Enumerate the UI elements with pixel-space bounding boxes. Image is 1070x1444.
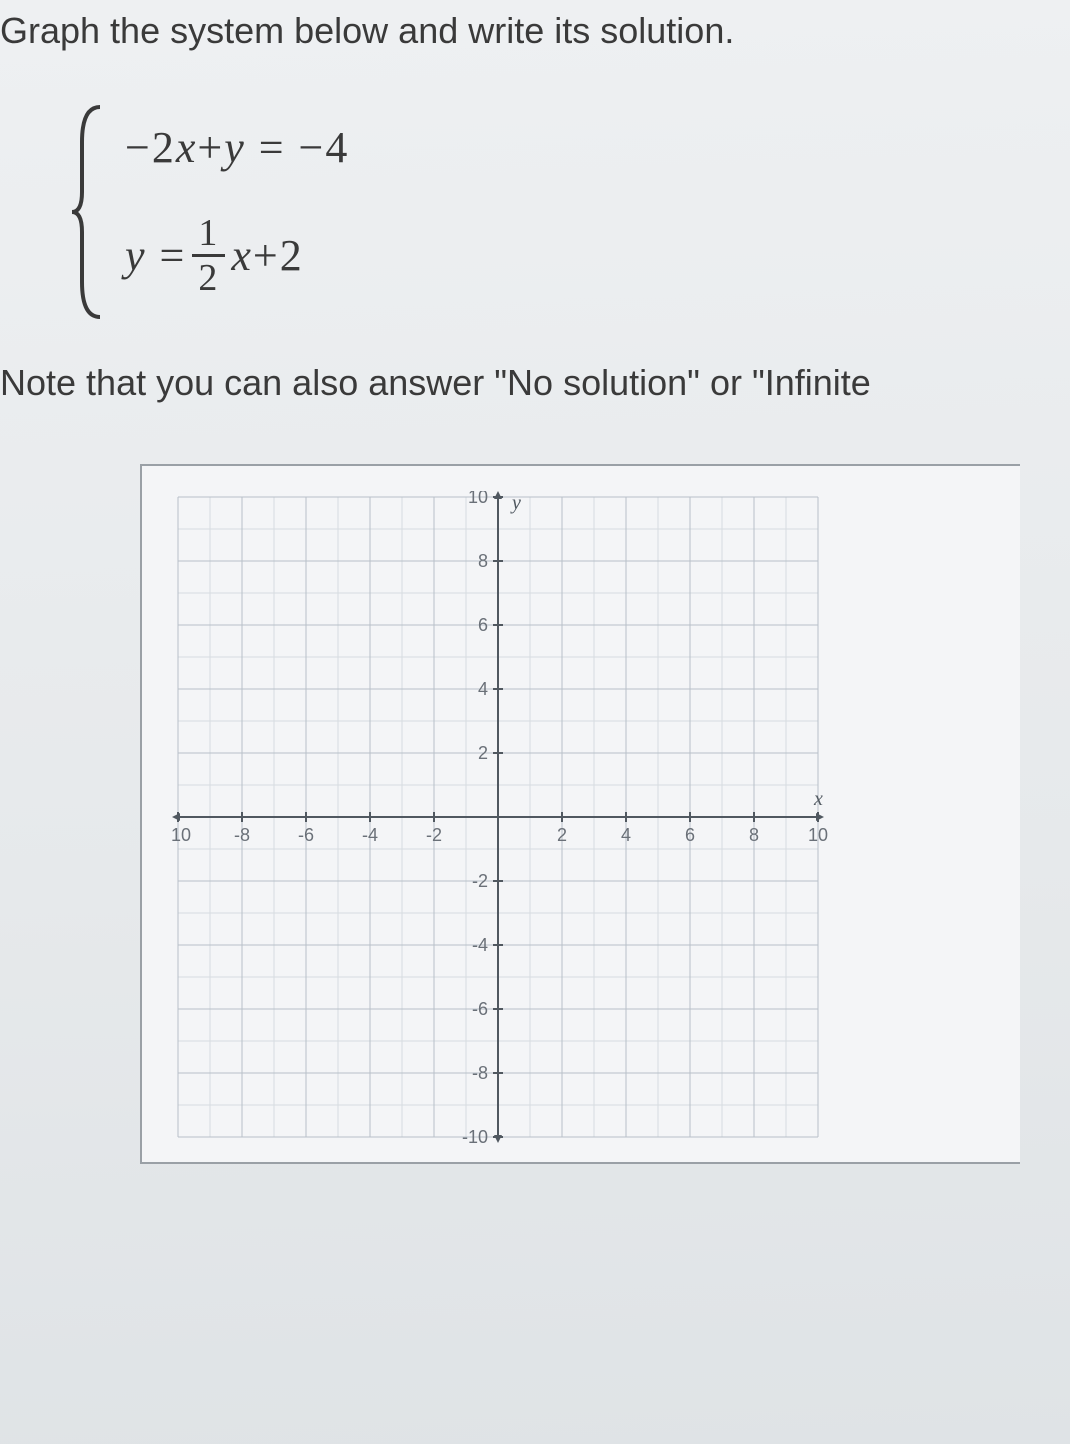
svg-text:10: 10: [468, 491, 488, 507]
svg-text:x: x: [813, 788, 823, 810]
instruction-text: Graph the system below and write its sol…: [0, 10, 1070, 72]
coordinate-grid[interactable]: -10 -8 -6 -4 -2 2 4 6 8 10 -10 -8 -6 -4 -2 2 4 6 8 10 y x: [172, 491, 1020, 1164]
svg-text:-2: -2: [472, 871, 488, 891]
svg-text:6: 6: [685, 825, 695, 845]
svg-text:10: 10: [808, 825, 828, 845]
svg-text:-10: -10: [462, 1127, 488, 1147]
svg-text:8: 8: [749, 825, 759, 845]
svg-text:-6: -6: [298, 825, 314, 845]
brace-icon: [70, 102, 110, 322]
fraction-denominator: 2: [192, 257, 225, 299]
svg-text:2: 2: [557, 825, 567, 845]
svg-text:8: 8: [478, 551, 488, 571]
svg-text:4: 4: [621, 825, 631, 845]
equation-system: −2x+y = −4 y = 1 2 x+2: [70, 102, 1070, 332]
fraction: 1 2: [192, 212, 225, 299]
svg-text:4: 4: [478, 679, 488, 699]
equation-2: y = 1 2 x+2: [125, 212, 304, 299]
svg-text:2: 2: [478, 743, 488, 763]
svg-text:-4: -4: [472, 935, 488, 955]
svg-text:-6: -6: [472, 999, 488, 1019]
svg-text:-2: -2: [426, 825, 442, 845]
svg-text:y: y: [510, 492, 521, 514]
equation-1: −2x+y = −4: [125, 122, 349, 173]
note-text: Note that you can also answer "No soluti…: [0, 362, 1070, 404]
graph-panel: -10 -8 -6 -4 -2 2 4 6 8 10 -10 -8 -6 -4 -2 2 4 6 8 10 y x: [140, 464, 1020, 1164]
svg-text:-10: -10: [172, 825, 191, 845]
svg-text:-8: -8: [472, 1063, 488, 1083]
svg-text:-4: -4: [362, 825, 378, 845]
svg-text:6: 6: [478, 615, 488, 635]
svg-text:-8: -8: [234, 825, 250, 845]
fraction-numerator: 1: [192, 212, 225, 254]
